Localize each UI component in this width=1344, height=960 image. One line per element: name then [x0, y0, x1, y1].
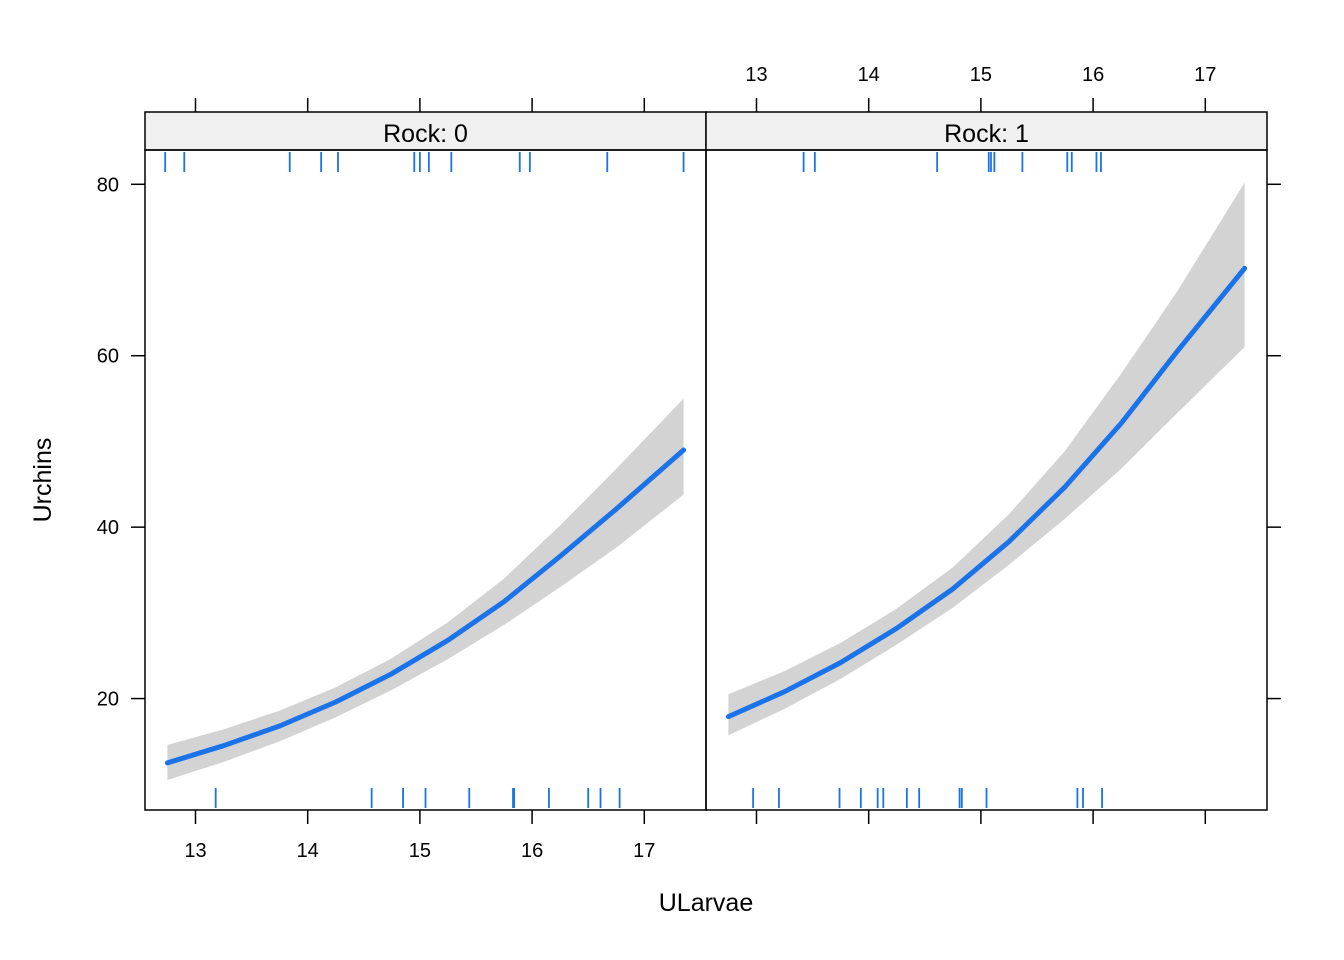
y-axis-title: Urchins: [29, 438, 57, 523]
x-tick-label-top: 14: [858, 64, 880, 86]
x-tick-label: 16: [521, 840, 543, 862]
rug-marks: [164, 152, 685, 808]
confidence-band: [167, 398, 684, 780]
axes: 13 13 14 14 15 15 16 16 17 17 20 40 60 80: [97, 64, 1281, 862]
panel-rock-0: Rock: 0: [144, 111, 707, 811]
rug-marks: [752, 152, 1103, 808]
fit-line: [164, 447, 687, 766]
y-tick-label: 20: [97, 689, 119, 711]
confidence-band: [728, 182, 1245, 736]
strip-label: Rock: 0: [383, 120, 468, 148]
strip-background: [705, 111, 1268, 151]
x-tick-label-top: 13: [745, 64, 767, 86]
strip-label: Rock: 1: [944, 120, 1029, 148]
x-tick-label: 13: [184, 840, 206, 862]
fit-line-path: [164, 447, 687, 766]
x-tick-label-top: 17: [1194, 64, 1216, 86]
x-axis-title: ULarvae: [659, 889, 754, 917]
x-tick-label-top: 15: [970, 64, 992, 86]
y-tick-label: 80: [97, 174, 119, 196]
x-tick-label: 14: [297, 840, 319, 862]
x-tick-label-top: 16: [1082, 64, 1104, 86]
panel-frame: [705, 149, 1268, 811]
confidence-band-area: [167, 398, 684, 780]
y-tick-label: 60: [97, 346, 119, 368]
y-tick-label: 40: [97, 517, 119, 539]
confidence-band-area: [728, 182, 1245, 736]
panel-rock-1: Rock: 1: [705, 111, 1268, 811]
strip-background: [144, 111, 707, 151]
fit-line: [725, 265, 1248, 720]
fit-line-path: [725, 265, 1248, 720]
x-tick-label: 17: [633, 840, 655, 862]
x-tick-label: 15: [409, 840, 431, 862]
